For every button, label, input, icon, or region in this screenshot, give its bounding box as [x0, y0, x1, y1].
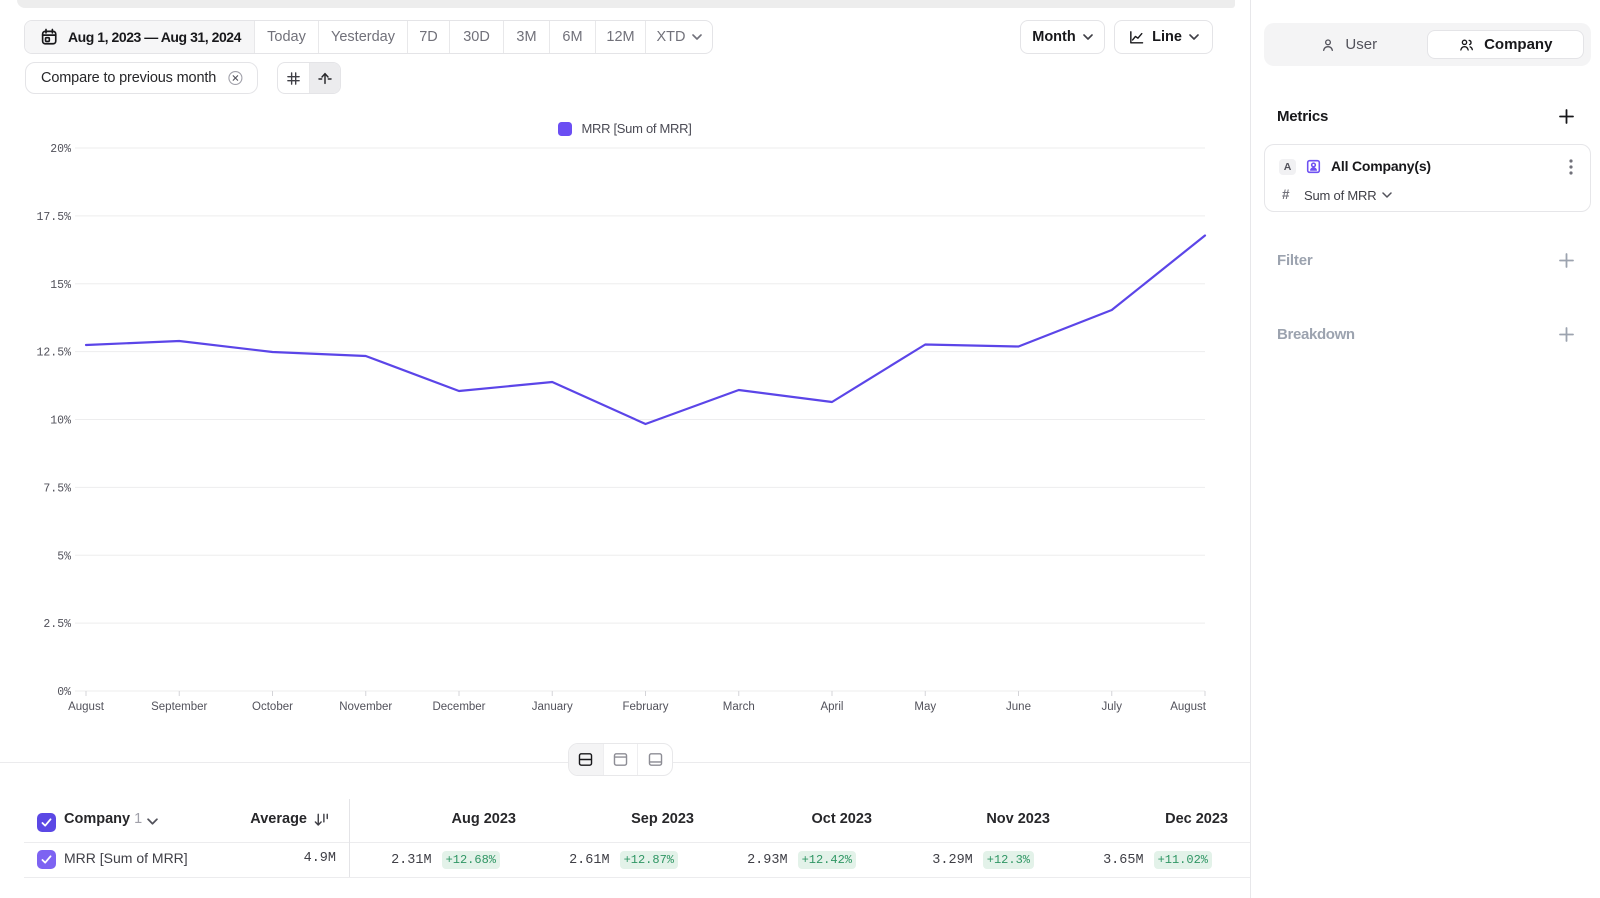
svg-text:April: April	[820, 701, 843, 713]
svg-text:August: August	[1170, 701, 1207, 713]
svg-text:March: March	[723, 701, 755, 713]
svg-text:2.5%: 2.5%	[43, 618, 71, 631]
svg-text:December: December	[432, 701, 485, 713]
svg-text:February: February	[622, 701, 668, 713]
svg-text:August: August	[68, 701, 105, 713]
svg-text:January: January	[532, 701, 573, 713]
svg-text:20%: 20%	[50, 143, 71, 156]
svg-text:June: June	[1006, 701, 1031, 713]
svg-text:15%: 15%	[50, 279, 71, 292]
svg-text:5%: 5%	[57, 550, 71, 563]
svg-text:0%: 0%	[57, 686, 71, 699]
svg-text:12.5%: 12.5%	[36, 347, 71, 360]
svg-text:10%: 10%	[50, 415, 71, 428]
svg-text:November: November	[339, 701, 392, 713]
svg-text:October: October	[252, 701, 293, 713]
svg-text:17.5%: 17.5%	[36, 211, 71, 224]
svg-text:July: July	[1102, 701, 1123, 713]
svg-text:September: September	[151, 701, 207, 713]
svg-text:7.5%: 7.5%	[43, 482, 71, 495]
svg-text:May: May	[914, 701, 936, 713]
